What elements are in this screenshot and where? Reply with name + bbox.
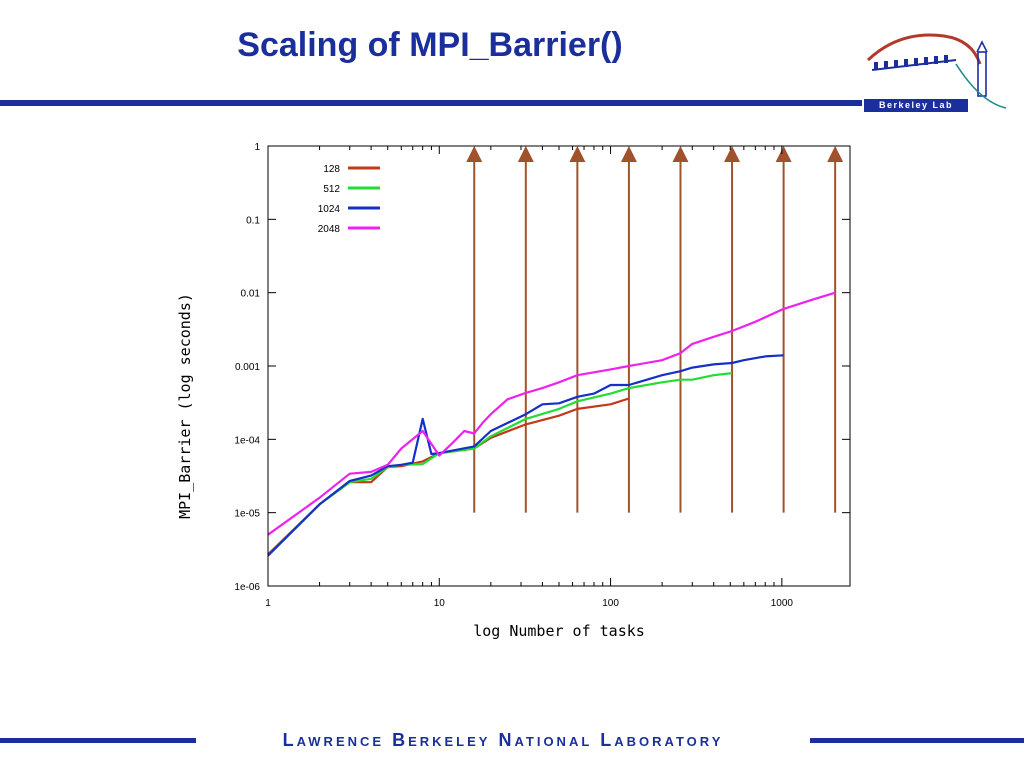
y-tick-label: 1e-06 bbox=[234, 582, 260, 593]
legend-label-2048: 2048 bbox=[318, 224, 341, 235]
x-tick-label: 1000 bbox=[771, 598, 794, 609]
y-tick-label: 0.1 bbox=[246, 215, 260, 226]
footer-rule-left bbox=[0, 738, 196, 743]
x-tick-label: 10 bbox=[434, 598, 446, 609]
y-tick-label: 0.001 bbox=[235, 362, 260, 373]
x-tick-label: 100 bbox=[602, 598, 619, 609]
berkeley-lab-logo bbox=[866, 33, 1007, 109]
y-tick-label: 1 bbox=[254, 142, 260, 153]
y-tick-label: 1e-04 bbox=[234, 435, 260, 446]
y-axis-title: MPI_Barrier (log seconds) bbox=[176, 293, 194, 519]
series-line-2048 bbox=[267, 291, 836, 536]
slide-title: Scaling of MPI_Barrier() bbox=[237, 26, 623, 64]
x-tick-label: 1 bbox=[265, 598, 271, 609]
chart-background bbox=[160, 130, 870, 660]
series-line-1024 bbox=[267, 354, 784, 557]
footer-lab-name: Lawrence Berkeley National Laboratory bbox=[282, 730, 724, 750]
y-tick-label: 1e-05 bbox=[234, 509, 260, 520]
legend-label-1024: 1024 bbox=[318, 204, 341, 215]
barrier-scaling-chart: 1 10 100 1000 1e-06 1e-05 1e-04 0.001 0.01 0.1 1 1… bbox=[160, 130, 870, 660]
footer-rule-right bbox=[810, 738, 1024, 743]
series-line-512 bbox=[267, 372, 733, 557]
y-tick-label: 0.01 bbox=[241, 289, 261, 300]
legend-label-512: 512 bbox=[323, 184, 340, 195]
title-divider bbox=[0, 100, 862, 106]
legend-label-128: 128 bbox=[323, 164, 340, 175]
x-axis-title: log Number of tasks bbox=[473, 622, 645, 640]
logo-label: Berkeley Lab bbox=[864, 99, 968, 112]
